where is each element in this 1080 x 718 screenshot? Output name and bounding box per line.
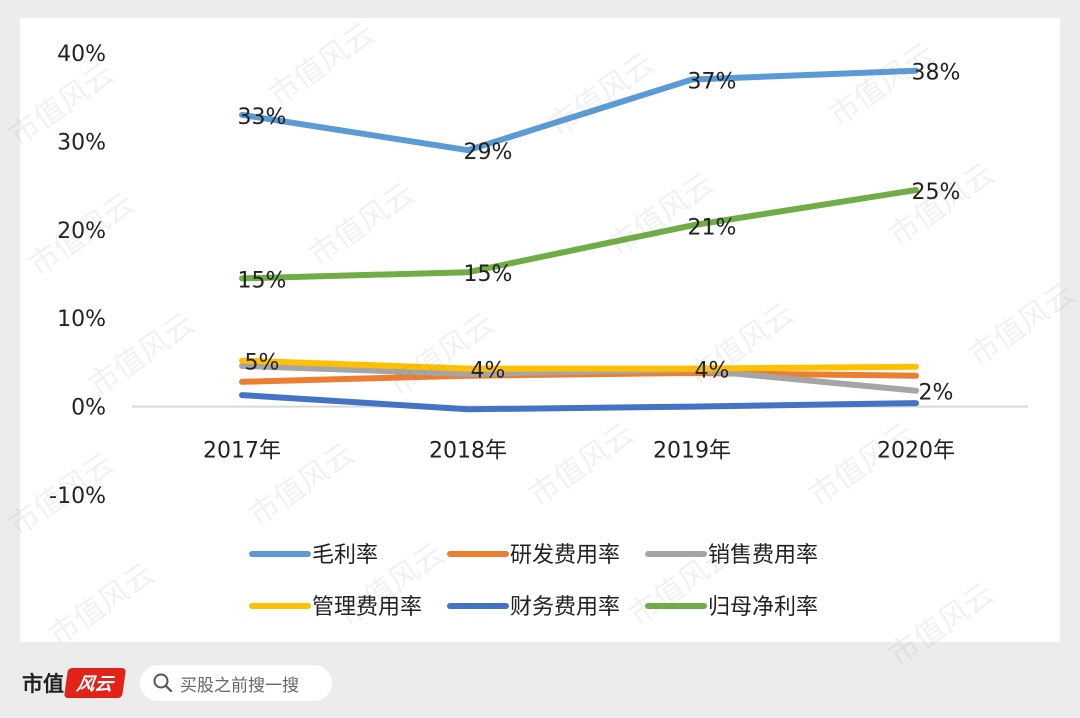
x-tick-label: 2017年 xyxy=(203,439,281,464)
legend-label: 归母净利率 xyxy=(708,595,818,620)
data-label: 15% xyxy=(238,268,287,293)
series-line-0 xyxy=(239,67,919,154)
series-line-3 xyxy=(239,357,919,372)
data-label: 33% xyxy=(238,105,287,130)
series-line-2 xyxy=(239,362,919,394)
data-label: 21% xyxy=(688,215,737,240)
data-label: 4% xyxy=(695,359,730,384)
y-tick-label: 40% xyxy=(57,42,106,67)
search-icon xyxy=(153,673,173,693)
x-tick-label: 2020年 xyxy=(877,439,955,464)
y-tick-label: 10% xyxy=(57,307,106,332)
y-tick-label: 20% xyxy=(57,219,106,244)
data-label: 38% xyxy=(912,61,961,86)
y-tick-label: 0% xyxy=(71,396,106,421)
y-tick-label: 30% xyxy=(57,130,106,155)
search-placeholder: 买股之前搜一搜 xyxy=(180,675,299,696)
legend-label: 销售费用率 xyxy=(708,543,818,568)
data-label: 25% xyxy=(912,180,961,205)
brand-logo-mark: 风云 xyxy=(63,668,127,698)
chart-card: 40% 30% 20% 10% 0% -10% 2017年 2018年 2019年 2020年 33… xyxy=(20,18,1060,642)
legend-label: 研发费用率 xyxy=(510,543,620,568)
x-tick-label: 2018年 xyxy=(429,439,507,464)
data-label: 15% xyxy=(464,262,513,287)
data-label: 37% xyxy=(688,70,737,95)
brand-name: 市值 xyxy=(22,672,64,696)
search-box[interactable]: 买股之前搜一搜 xyxy=(140,665,332,701)
x-tick-label: 2019年 xyxy=(653,439,731,464)
data-label: 29% xyxy=(464,140,513,165)
line-chart: 40% 30% 20% 10% 0% -10% 2017年 2018年 2019年 2020年 33… xyxy=(49,42,1028,620)
data-label: 2% xyxy=(919,381,954,406)
data-label: 4% xyxy=(471,359,506,384)
footer-bar: 市值 风云 买股之前搜一搜 xyxy=(0,650,1080,718)
brand-logo-group[interactable]: 市值 风云 xyxy=(22,666,127,700)
legend-label: 毛利率 xyxy=(312,543,378,568)
data-label: 5% xyxy=(245,351,280,376)
series-line-4 xyxy=(239,392,919,413)
series-line-5 xyxy=(239,187,919,282)
legend-label: 管理费用率 xyxy=(312,595,422,620)
legend-label: 财务费用率 xyxy=(510,595,620,620)
y-tick-label: -10% xyxy=(49,484,106,509)
